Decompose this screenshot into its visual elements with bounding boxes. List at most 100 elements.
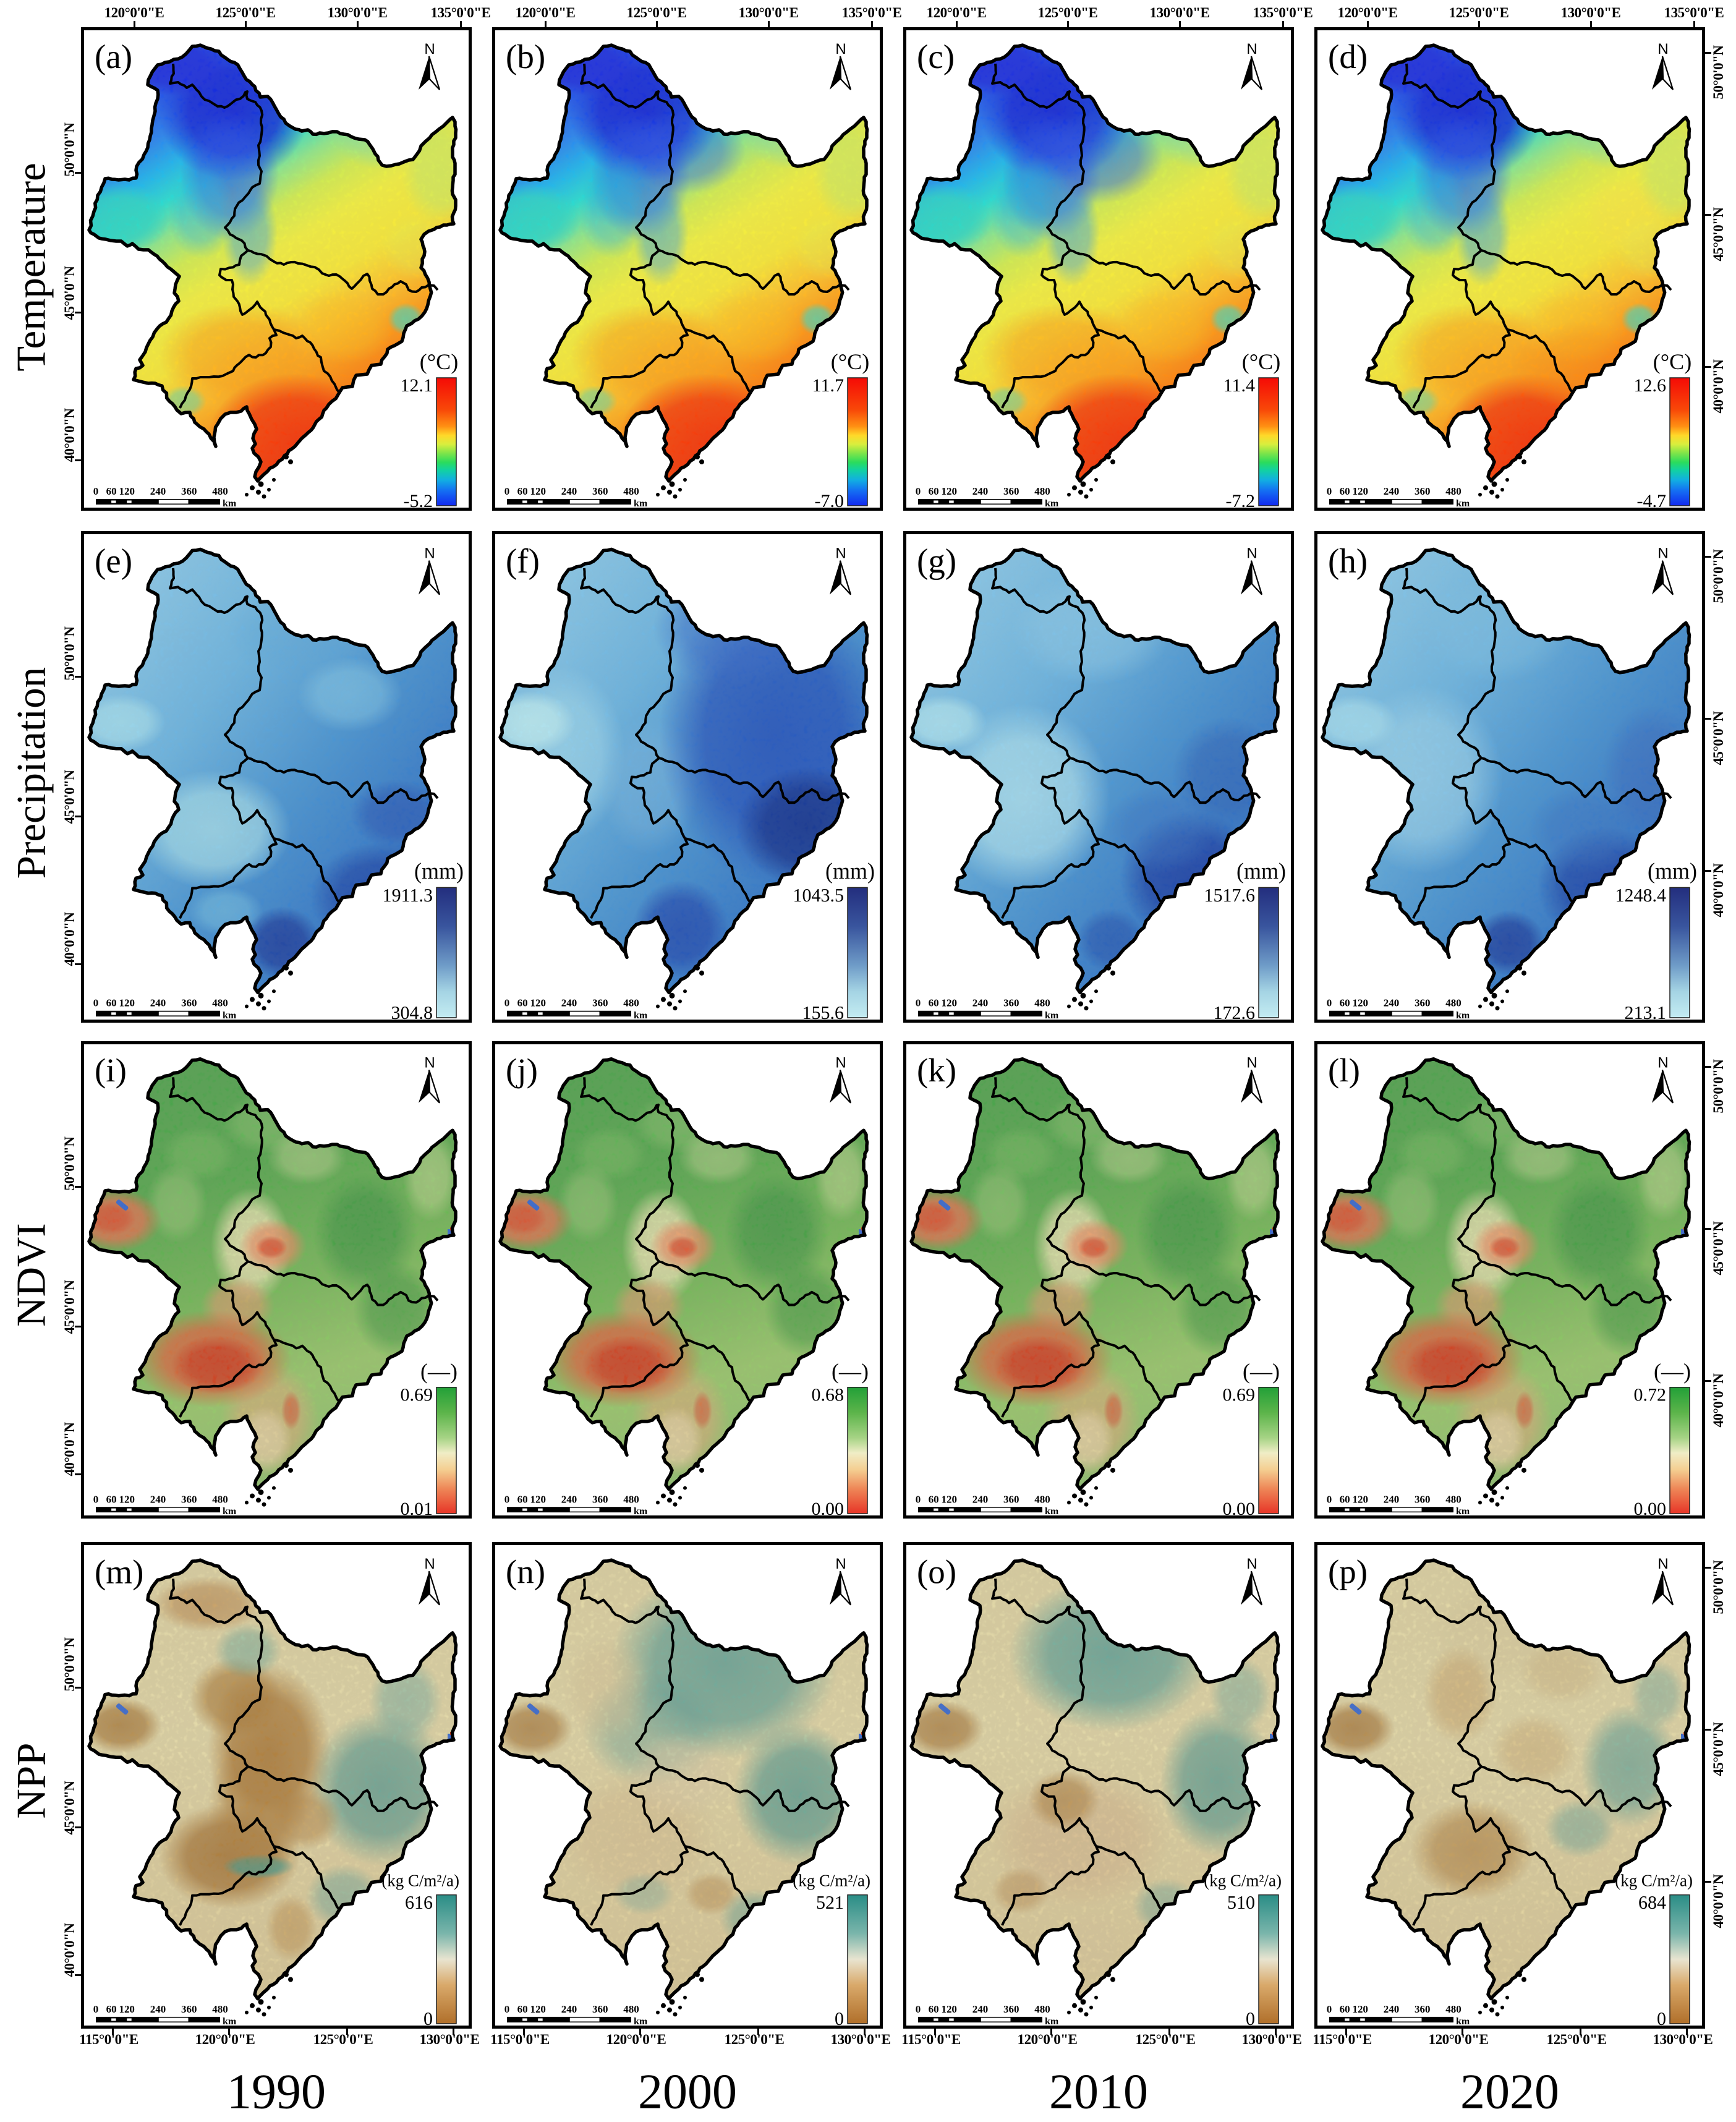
svg-text:(p): (p) xyxy=(1328,1553,1368,1590)
svg-text:0: 0 xyxy=(93,1493,98,1505)
svg-text:0: 0 xyxy=(93,2003,99,2015)
svg-text:240: 240 xyxy=(561,485,577,497)
svg-text:N: N xyxy=(835,41,846,58)
svg-text:km: km xyxy=(1456,498,1470,508)
svg-text:480: 480 xyxy=(1445,2003,1461,2015)
svg-text:172.6: 172.6 xyxy=(1214,1002,1255,1020)
svg-text:60: 60 xyxy=(517,2003,528,2015)
svg-text:60: 60 xyxy=(929,1493,939,1505)
svg-text:240: 240 xyxy=(972,1493,988,1505)
svg-text:120: 120 xyxy=(1352,1493,1368,1505)
svg-text:0: 0 xyxy=(1327,2003,1332,2015)
svg-text:0: 0 xyxy=(835,2008,844,2026)
svg-text:N: N xyxy=(1657,545,1668,561)
svg-text:1248.4: 1248.4 xyxy=(1615,885,1666,906)
svg-text:480: 480 xyxy=(623,2003,639,2015)
svg-text:240: 240 xyxy=(561,1493,577,1505)
svg-text:360: 360 xyxy=(181,997,197,1009)
svg-text:480: 480 xyxy=(623,1493,639,1505)
svg-text:km: km xyxy=(1045,2016,1059,2026)
svg-text:213.1: 213.1 xyxy=(1625,1002,1666,1020)
svg-text:120: 120 xyxy=(941,997,956,1009)
svg-text:(—): (—) xyxy=(832,1359,869,1384)
svg-text:0: 0 xyxy=(504,997,509,1009)
svg-text:km: km xyxy=(634,2016,648,2026)
svg-text:360: 360 xyxy=(1003,485,1019,497)
svg-text:480: 480 xyxy=(212,2003,228,2015)
svg-text:240: 240 xyxy=(150,2003,166,2015)
svg-text:480: 480 xyxy=(212,1493,228,1505)
svg-text:120: 120 xyxy=(119,2003,134,2015)
svg-text:km: km xyxy=(634,1506,647,1515)
svg-text:(°C): (°C) xyxy=(1242,349,1280,374)
svg-text:240: 240 xyxy=(561,997,577,1009)
svg-text:0: 0 xyxy=(916,485,921,497)
svg-text:360: 360 xyxy=(592,2003,608,2015)
svg-text:N: N xyxy=(424,1055,435,1072)
svg-text:0: 0 xyxy=(93,485,99,497)
svg-text:60: 60 xyxy=(929,485,939,497)
svg-text:(j): (j) xyxy=(506,1052,538,1089)
svg-text:60: 60 xyxy=(517,1493,528,1505)
svg-text:240: 240 xyxy=(1384,997,1399,1009)
svg-text:360: 360 xyxy=(1415,485,1431,497)
svg-text:N: N xyxy=(1657,1055,1668,1072)
svg-text:480: 480 xyxy=(1445,1493,1461,1505)
svg-text:0: 0 xyxy=(1657,2008,1666,2026)
svg-text:-7.2: -7.2 xyxy=(1226,491,1256,508)
svg-text:60: 60 xyxy=(106,1493,117,1505)
svg-text:616: 616 xyxy=(405,1892,433,1913)
svg-text:km: km xyxy=(1045,498,1059,508)
svg-text:60: 60 xyxy=(1340,2003,1350,2015)
svg-text:0.00: 0.00 xyxy=(1223,1499,1255,1515)
svg-text:521: 521 xyxy=(816,1892,844,1913)
svg-text:km: km xyxy=(634,1010,648,1020)
svg-text:480: 480 xyxy=(1445,997,1461,1009)
svg-text:480: 480 xyxy=(1034,2003,1050,2015)
svg-text:(l): (l) xyxy=(1328,1052,1360,1089)
svg-text:(mm): (mm) xyxy=(414,859,464,884)
svg-text:360: 360 xyxy=(1003,1493,1019,1505)
svg-text:km: km xyxy=(223,498,237,508)
svg-text:N: N xyxy=(835,545,846,561)
svg-text:360: 360 xyxy=(181,2003,197,2015)
svg-text:60: 60 xyxy=(517,997,528,1009)
svg-text:480: 480 xyxy=(1034,997,1050,1009)
svg-text:360: 360 xyxy=(592,1493,608,1505)
svg-text:km: km xyxy=(223,1506,236,1515)
svg-text:0: 0 xyxy=(504,1493,509,1505)
svg-text:(°C): (°C) xyxy=(420,349,458,374)
svg-text:360: 360 xyxy=(592,485,608,497)
svg-text:(—): (—) xyxy=(420,1359,457,1384)
svg-text:(n): (n) xyxy=(506,1553,545,1590)
svg-text:0.01: 0.01 xyxy=(401,1499,433,1515)
svg-text:(°C): (°C) xyxy=(831,349,869,374)
svg-text:240: 240 xyxy=(1384,485,1400,497)
svg-text:(mm): (mm) xyxy=(1236,859,1286,884)
svg-text:480: 480 xyxy=(1445,485,1462,497)
svg-text:(o): (o) xyxy=(917,1553,956,1590)
svg-text:0.00: 0.00 xyxy=(812,1499,844,1515)
svg-text:(a): (a) xyxy=(95,38,132,75)
svg-text:684: 684 xyxy=(1638,1892,1666,1913)
svg-text:0.69: 0.69 xyxy=(1223,1385,1255,1405)
svg-text:240: 240 xyxy=(150,1493,166,1505)
svg-text:11.4: 11.4 xyxy=(1223,375,1255,396)
svg-text:240: 240 xyxy=(150,485,166,497)
svg-text:304.8: 304.8 xyxy=(391,1002,433,1020)
svg-text:(e): (e) xyxy=(95,542,132,581)
svg-text:120: 120 xyxy=(1352,997,1368,1009)
svg-text:0: 0 xyxy=(423,2008,433,2026)
svg-text:(c): (c) xyxy=(917,38,955,75)
svg-text:240: 240 xyxy=(972,2003,988,2015)
svg-text:0: 0 xyxy=(1327,997,1332,1009)
svg-text:1517.6: 1517.6 xyxy=(1204,885,1255,906)
svg-text:480: 480 xyxy=(623,485,639,497)
svg-text:60: 60 xyxy=(106,2003,117,2015)
svg-text:240: 240 xyxy=(150,997,166,1009)
svg-text:(h): (h) xyxy=(1328,542,1368,581)
svg-text:N: N xyxy=(424,1556,435,1572)
svg-text:km: km xyxy=(1456,1010,1470,1020)
svg-text:N: N xyxy=(1657,41,1668,58)
svg-text:240: 240 xyxy=(972,485,989,497)
